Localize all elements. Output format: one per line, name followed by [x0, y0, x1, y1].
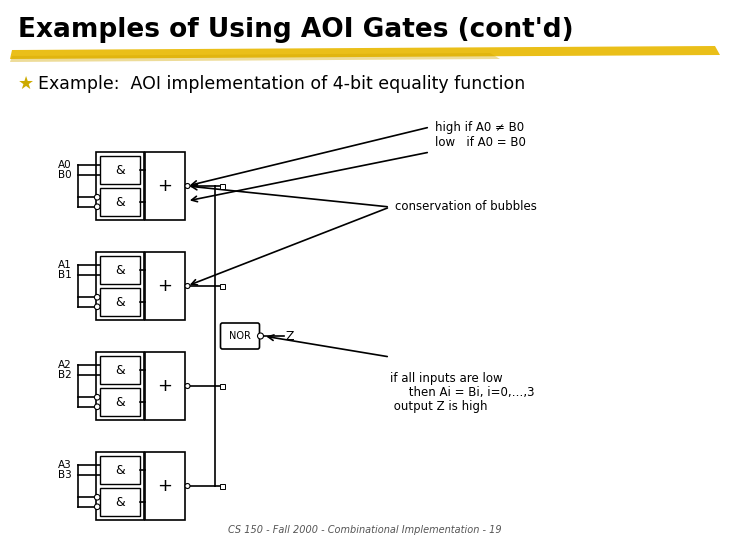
Text: B1: B1	[58, 270, 72, 280]
Text: A3: A3	[58, 460, 72, 470]
Bar	[96, 452, 144, 520]
Text: NOR: NOR	[229, 331, 251, 341]
Text: &: &	[115, 264, 125, 276]
Text: Example:  AOI implementation of 4-bit equality function: Example: AOI implementation of 4-bit equ…	[38, 75, 526, 93]
Text: &: &	[115, 295, 125, 309]
Circle shape	[94, 404, 100, 410]
Text: high if A0 ≠ B0: high if A0 ≠ B0	[435, 120, 524, 133]
Bar	[145, 152, 185, 220]
Text: conservation of bubbles: conservation of bubbles	[395, 201, 537, 213]
Bar	[100, 256, 140, 284]
Bar	[145, 252, 185, 320]
Circle shape	[94, 204, 100, 210]
Text: +: +	[158, 377, 172, 395]
Bar	[220, 283, 225, 288]
Text: if all inputs are low: if all inputs are low	[390, 372, 503, 385]
Circle shape	[94, 304, 100, 310]
FancyBboxPatch shape	[220, 323, 259, 349]
Text: then Ai = Bi, i=0,…,3: then Ai = Bi, i=0,…,3	[390, 386, 534, 399]
Circle shape	[94, 294, 100, 300]
Text: &: &	[115, 195, 125, 208]
Text: A0: A0	[58, 160, 72, 170]
Bar	[100, 488, 140, 516]
Circle shape	[94, 494, 100, 500]
Text: &: &	[115, 496, 125, 509]
Circle shape	[185, 383, 190, 388]
Bar	[96, 152, 144, 220]
Bar	[96, 352, 144, 420]
Text: B0: B0	[58, 170, 72, 180]
Bar	[145, 452, 185, 520]
Text: &: &	[115, 164, 125, 177]
Bar	[96, 252, 144, 320]
Bar	[145, 352, 185, 420]
Bar	[100, 456, 140, 484]
Text: A2: A2	[58, 360, 72, 370]
Bar	[220, 183, 225, 189]
Text: B3: B3	[58, 470, 72, 480]
Text: &: &	[115, 395, 125, 409]
Text: +: +	[158, 477, 172, 495]
Bar	[100, 188, 140, 216]
Bar	[220, 484, 225, 488]
Bar	[100, 356, 140, 384]
Text: &: &	[115, 463, 125, 476]
Bar	[100, 288, 140, 316]
Circle shape	[185, 283, 190, 288]
Text: low   if A0 = B0: low if A0 = B0	[435, 136, 526, 148]
Text: Z: Z	[285, 329, 294, 342]
Text: output Z is high: output Z is high	[390, 400, 488, 413]
Bar	[100, 156, 140, 184]
Circle shape	[94, 504, 100, 510]
Circle shape	[94, 194, 100, 200]
Bar	[100, 388, 140, 416]
Text: A1: A1	[58, 260, 72, 270]
Circle shape	[185, 484, 190, 488]
Polygon shape	[10, 46, 720, 59]
Text: Examples of Using AOI Gates (cont'd): Examples of Using AOI Gates (cont'd)	[18, 17, 574, 43]
Text: +: +	[158, 277, 172, 295]
Circle shape	[185, 183, 190, 189]
Text: B2: B2	[58, 370, 72, 380]
Polygon shape	[10, 53, 500, 62]
Bar	[220, 383, 225, 388]
Text: +: +	[158, 177, 172, 195]
Circle shape	[94, 394, 100, 400]
Text: &: &	[115, 364, 125, 376]
Text: CS 150 - Fall 2000 - Combinational Implementation - 19: CS 150 - Fall 2000 - Combinational Imple…	[228, 525, 502, 535]
Text: ★: ★	[18, 75, 34, 93]
Circle shape	[258, 333, 264, 339]
